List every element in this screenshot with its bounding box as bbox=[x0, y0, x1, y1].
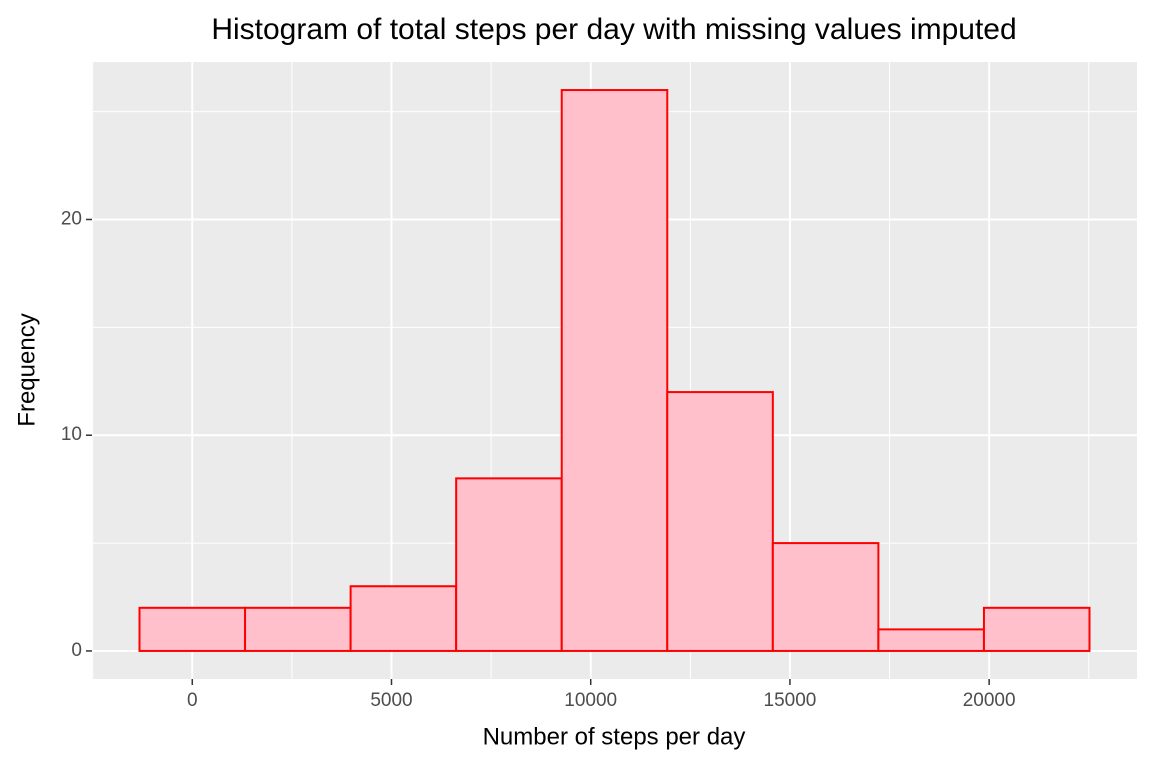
y-tick-label: 20 bbox=[61, 209, 82, 230]
x-tick-label: 5000 bbox=[370, 690, 412, 711]
bar bbox=[244, 606, 352, 652]
x-tick-label: 15000 bbox=[764, 690, 817, 711]
y-tick-label: 10 bbox=[61, 424, 82, 445]
y-tick-label: 0 bbox=[71, 640, 82, 661]
bar bbox=[982, 606, 1091, 652]
x-tick-label: 0 bbox=[187, 690, 198, 711]
x-axis-title: Number of steps per day bbox=[483, 723, 746, 750]
bar bbox=[666, 391, 774, 652]
y-axis-title: Frequency bbox=[13, 313, 40, 426]
bar bbox=[771, 542, 880, 652]
bar bbox=[560, 89, 669, 652]
chart-title: Histogram of total steps per day with mi… bbox=[211, 13, 1016, 46]
bar bbox=[877, 628, 985, 652]
x-tick-label: 20000 bbox=[963, 690, 1016, 711]
bar bbox=[138, 606, 247, 652]
x-tick-label: 10000 bbox=[564, 690, 617, 711]
bar bbox=[455, 477, 563, 652]
bar bbox=[349, 585, 458, 652]
